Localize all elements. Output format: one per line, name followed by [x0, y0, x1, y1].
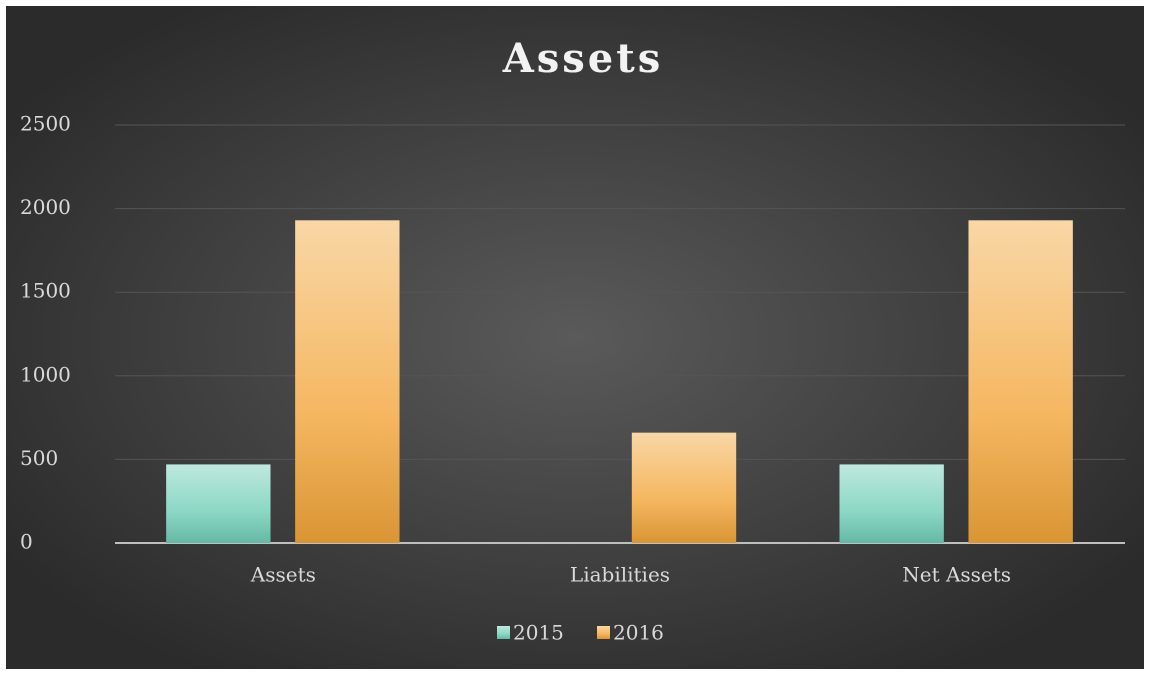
x-tick-label: Liabilities: [570, 563, 670, 587]
legend-swatch: [497, 626, 510, 639]
y-tick-label: 0: [20, 530, 33, 554]
bar: [295, 220, 400, 543]
bar: [839, 464, 944, 543]
chart-background: [6, 6, 1144, 669]
x-tick-label: Net Assets: [902, 563, 1011, 587]
legend-label: 2015: [513, 621, 564, 645]
bar: [968, 220, 1073, 543]
bar: [166, 464, 271, 543]
y-tick-label: 2500: [20, 112, 71, 136]
legend-swatch: [597, 626, 610, 639]
y-tick-label: 2000: [20, 195, 71, 219]
y-tick-label: 1500: [20, 279, 71, 303]
x-tick-label: Assets: [250, 563, 316, 587]
y-tick-label: 500: [20, 446, 58, 470]
legend-label: 2016: [613, 621, 664, 645]
chart-title: Assets: [502, 35, 664, 82]
y-tick-label: 1000: [20, 362, 71, 386]
bar: [631, 432, 737, 543]
